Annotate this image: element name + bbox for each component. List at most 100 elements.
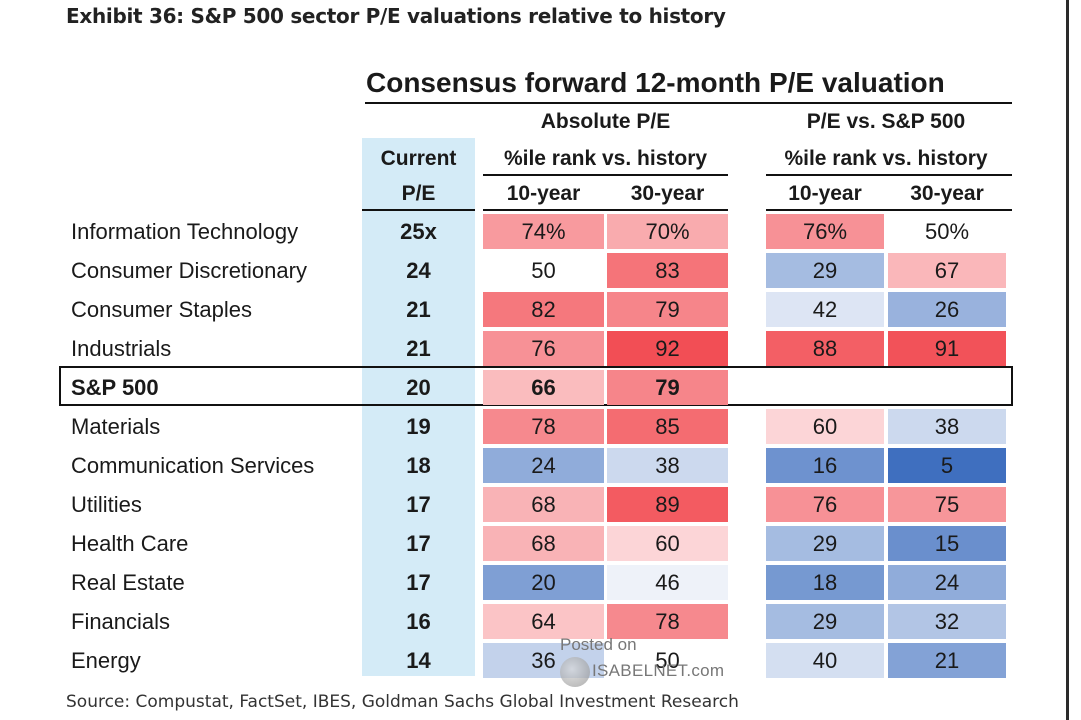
abs-10y-cell: 74% (483, 214, 604, 249)
current-pe-value: 19 (406, 414, 431, 439)
table-row: Financials 16 64 78 29 32 (0, 602, 1081, 641)
consensus-title: Consensus forward 12-month P/E valuation (366, 67, 945, 98)
current-pe-value: 25x (400, 219, 437, 244)
rel-30y-cell: 5 (888, 448, 1006, 483)
current-pe-value: 17 (406, 531, 431, 556)
abs-10y-cell: 78 (483, 409, 604, 444)
sector-label: Utilities (71, 492, 142, 517)
abs-30y-cell: 89 (607, 487, 728, 522)
sp500-highlight-box (59, 366, 1013, 406)
rel-30y-cell: 91 (888, 331, 1006, 366)
abs-30y-cell: 78 (607, 604, 728, 639)
rel-10y-cell: 76 (766, 487, 884, 522)
abs-30y-cell: 46 (607, 565, 728, 600)
abs-30y-cell: 85 (607, 409, 728, 444)
exhibit-title: Exhibit 36: S&P 500 sector P/E valuation… (66, 4, 726, 28)
rel-10y-cell (766, 370, 884, 405)
rel-30y-cell: 67 (888, 253, 1006, 288)
table-row: Consumer Staples 21 82 79 42 26 (0, 290, 1081, 329)
rel-10y-cell: 88 (766, 331, 884, 366)
sector-label: Consumer Staples (71, 297, 252, 322)
abs-10y-cell: 64 (483, 604, 604, 639)
rel-30y-cell: 50% (888, 214, 1006, 249)
sector-label: Communication Services (71, 453, 315, 478)
absolute-pe-header: Absolute P/E (540, 110, 671, 133)
current-pe-value: 24 (406, 258, 431, 283)
abs-30y-cell: 60 (607, 526, 728, 561)
current-pe-value: 14 (406, 648, 431, 673)
relative-pe-header: P/E vs. S&P 500 (806, 110, 966, 133)
rel-10y-cell: 76% (766, 214, 884, 249)
rel-10y-cell: 40 (766, 643, 884, 678)
sector-label: Real Estate (71, 570, 185, 595)
abs-10y-cell: 50 (483, 253, 604, 288)
current-pe-band (362, 138, 475, 676)
table-row: Real Estate 17 20 46 18 24 (0, 563, 1081, 602)
table-row: Communication Services 18 24 38 16 5 (0, 446, 1081, 485)
table-row: Utilities 17 68 89 76 75 (0, 485, 1081, 524)
rel-30y-cell: 24 (888, 565, 1006, 600)
rel-30y-cell: 26 (888, 292, 1006, 327)
watermark-line2: ISABELNET.com (592, 661, 725, 680)
rel-10y-cell: 16 (766, 448, 884, 483)
abs-10y-cell: 68 (483, 487, 604, 522)
rel-30y-cell (888, 370, 1006, 405)
rel-10y-cell: 29 (766, 253, 884, 288)
current-pe-value: 20 (406, 375, 431, 400)
abs-30y-cell: 79 (607, 292, 728, 327)
sector-label: Financials (71, 609, 171, 634)
abs-10y-cell: 24 (483, 448, 604, 483)
current-pe-value: 21 (406, 297, 431, 322)
abs-30y-cell: 70% (607, 214, 728, 249)
abs-30y-cell: 50 (607, 643, 728, 678)
pe-header-rule (362, 209, 475, 211)
rel-30y-cell: 38 (888, 409, 1006, 444)
abs-rank-header: %ile rank vs. history (503, 147, 708, 170)
current-pe-value: 18 (406, 453, 431, 478)
sector-label: S&P 500 (71, 375, 159, 400)
abs-rank-rule (483, 174, 728, 176)
rel-30y-header: 30-year (910, 182, 984, 205)
abs-10y-cell: 76 (483, 331, 604, 366)
table-row: Energy 14 36 50 40 21 (0, 641, 1081, 680)
current-pe-value: 17 (406, 570, 431, 595)
abs-header-rule (483, 209, 728, 211)
abs-10y-cell: 66 (483, 370, 604, 405)
table-row: Health Care 17 68 60 29 15 (0, 524, 1081, 563)
current-pe-value: 21 (406, 336, 431, 361)
table-row: Materials 19 78 85 60 38 (0, 407, 1081, 446)
abs-30y-header: 30-year (630, 182, 705, 205)
watermark-line1: Posted on (560, 635, 637, 654)
globe-icon (560, 657, 590, 687)
rel-30y-cell: 21 (888, 643, 1006, 678)
rel-10y-header: 10-year (788, 182, 862, 205)
current-header: Current (380, 147, 457, 170)
table-row: Industrials 21 76 92 88 91 (0, 329, 1081, 368)
abs-10y-cell: 82 (483, 292, 604, 327)
source-note: Source: Compustat, FactSet, IBES, Goldma… (66, 692, 739, 712)
rel-header-rule (766, 209, 1012, 211)
abs-30y-cell: 38 (607, 448, 728, 483)
rel-10y-cell: 42 (766, 292, 884, 327)
sector-label: Consumer Discretionary (71, 258, 307, 283)
abs-30y-cell: 79 (607, 370, 728, 405)
sector-label: Information Technology (71, 219, 299, 244)
rel-10y-cell: 29 (766, 604, 884, 639)
abs-10y-header: 10-year (506, 182, 581, 205)
frame-border (1066, 0, 1069, 720)
abs-30y-cell: 83 (607, 253, 728, 288)
rel-rank-header: %ile rank vs. history (784, 147, 988, 170)
sector-label: Health Care (71, 531, 189, 556)
consensus-rule (365, 102, 1012, 104)
rel-30y-cell: 75 (888, 487, 1006, 522)
rel-rank-rule (766, 174, 1012, 176)
sector-label: Materials (71, 414, 161, 439)
rel-10y-cell: 29 (766, 526, 884, 561)
sector-label: Industrials (71, 336, 172, 361)
current-pe-value: 16 (406, 609, 431, 634)
sector-label: Energy (71, 648, 141, 673)
rel-30y-cell: 15 (888, 526, 1006, 561)
table-row: Consumer Discretionary 24 50 83 29 67 (0, 251, 1081, 290)
pe-header: P/E (401, 182, 436, 205)
current-pe-value: 17 (406, 492, 431, 517)
